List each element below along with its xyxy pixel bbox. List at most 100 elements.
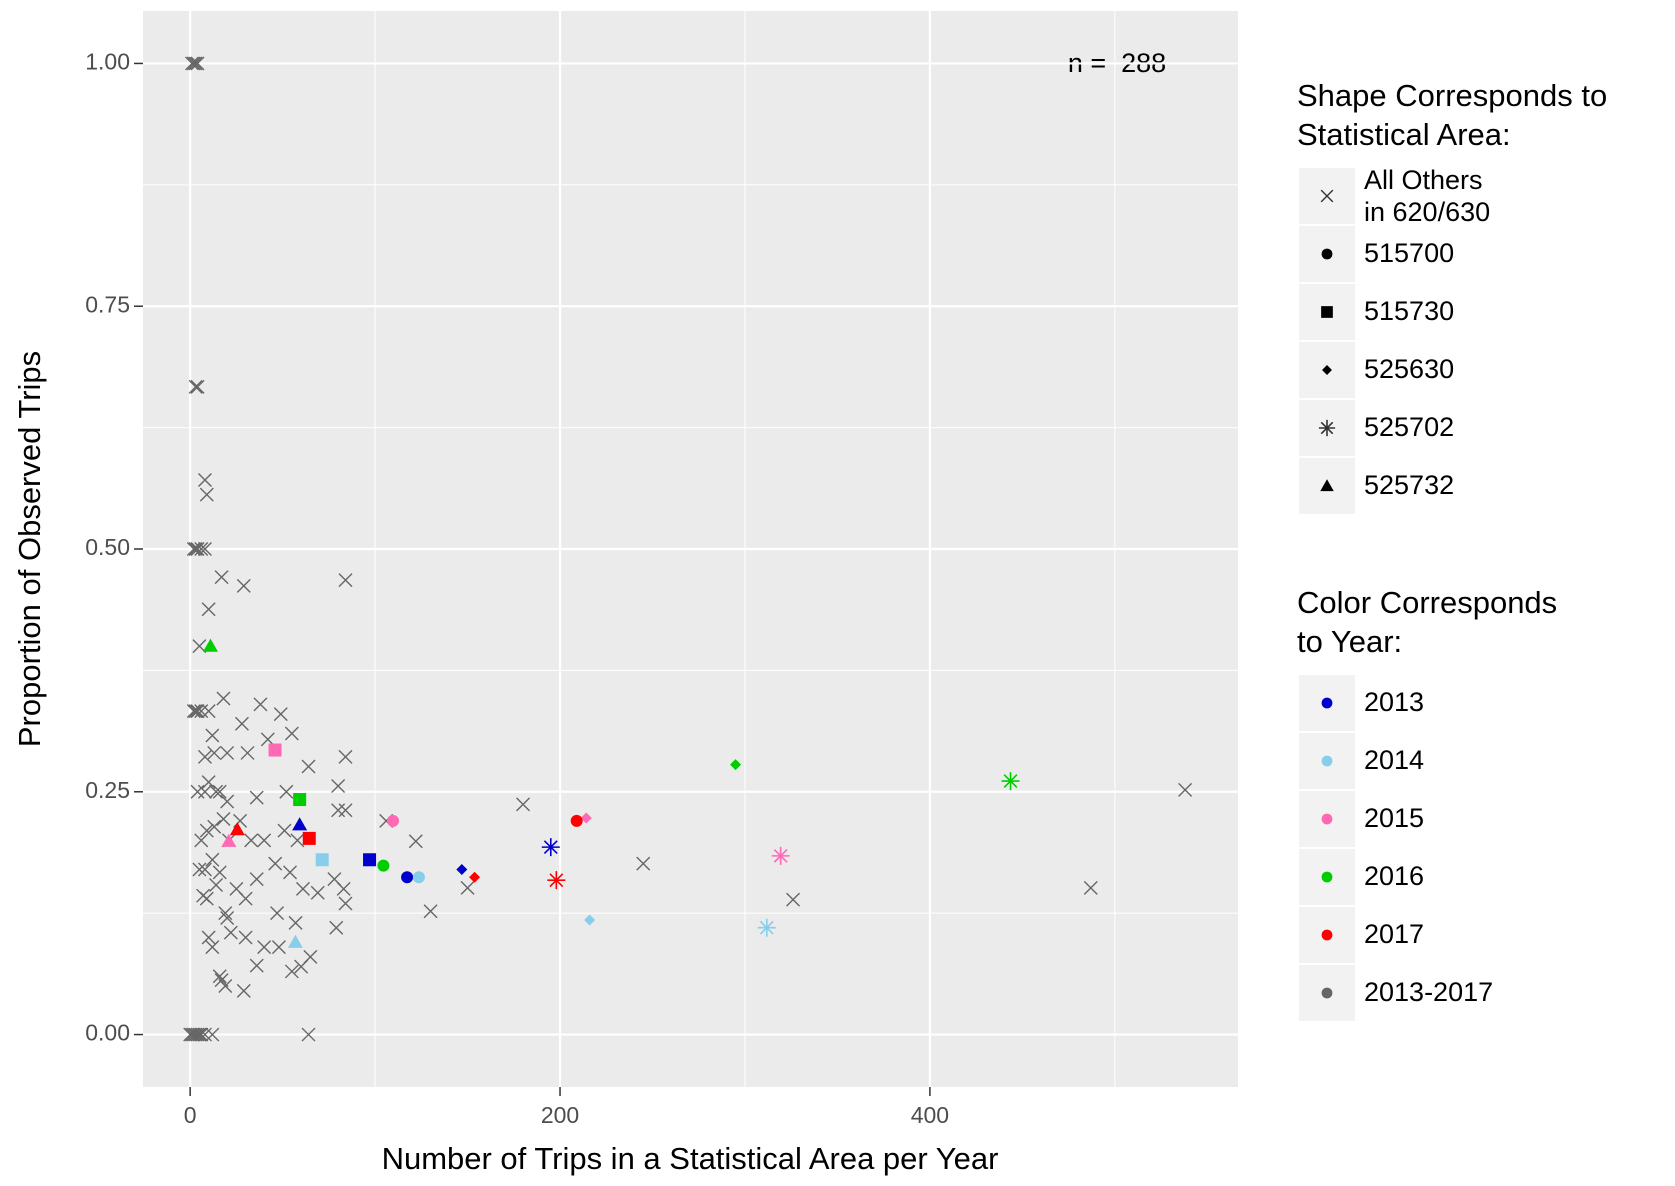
point	[201, 930, 216, 945]
point	[212, 784, 227, 799]
point	[229, 822, 245, 836]
point	[190, 542, 205, 556]
point	[257, 833, 272, 848]
point	[190, 704, 205, 719]
point	[257, 940, 272, 955]
point	[188, 56, 203, 71]
point	[197, 862, 212, 877]
point	[338, 749, 353, 764]
point	[1321, 697, 1333, 709]
point	[234, 716, 249, 731]
point	[220, 911, 235, 926]
point	[423, 904, 438, 919]
point	[249, 872, 264, 887]
point	[192, 1027, 207, 1042]
legend-title: Statistical Area:	[1297, 117, 1511, 152]
y-tick-label: 1.00	[85, 49, 130, 75]
point	[1321, 929, 1333, 941]
point	[377, 859, 390, 872]
point	[757, 918, 776, 937]
point	[287, 934, 303, 948]
point	[199, 487, 214, 502]
legend-label: All Others	[1364, 165, 1483, 195]
point	[249, 790, 264, 805]
point	[194, 704, 209, 719]
point	[271, 940, 286, 955]
legend-label: 515700	[1364, 238, 1454, 268]
point	[190, 784, 205, 799]
point	[331, 803, 346, 818]
point	[786, 892, 801, 907]
point	[293, 793, 307, 807]
point	[277, 823, 292, 838]
point	[268, 856, 283, 871]
point	[205, 940, 220, 955]
x-tick-label: 200	[541, 1102, 579, 1128]
point	[290, 833, 305, 848]
point	[284, 726, 299, 741]
point	[253, 697, 268, 712]
point	[268, 743, 282, 757]
point	[279, 784, 294, 799]
point	[190, 1027, 205, 1042]
point	[1321, 871, 1333, 883]
point	[1320, 189, 1334, 203]
point	[218, 906, 233, 921]
point	[541, 838, 560, 857]
point	[1321, 813, 1333, 825]
point	[338, 803, 353, 818]
point	[209, 784, 224, 799]
point	[284, 964, 299, 979]
point	[190, 379, 205, 394]
point	[214, 570, 229, 585]
point	[294, 959, 309, 974]
x-tick-label: 400	[911, 1102, 949, 1128]
point	[310, 885, 325, 900]
point	[401, 871, 414, 884]
legend-title: to Year:	[1297, 624, 1402, 659]
y-axis-title: Proportion of Observed Trips	[12, 351, 47, 747]
point	[205, 728, 220, 743]
point	[218, 979, 233, 993]
point	[270, 906, 285, 921]
point	[197, 749, 212, 764]
point	[201, 775, 216, 790]
point	[238, 930, 253, 945]
point	[185, 56, 200, 71]
point	[221, 833, 237, 847]
point	[301, 1027, 316, 1042]
point	[238, 891, 253, 906]
point	[408, 834, 423, 849]
point	[288, 915, 303, 930]
point	[223, 925, 238, 940]
point	[209, 878, 224, 893]
legend-title: Shape Corresponds to	[1297, 78, 1607, 113]
point	[220, 794, 235, 809]
point	[203, 638, 219, 652]
point	[216, 691, 231, 706]
point	[570, 814, 583, 827]
point	[584, 914, 596, 926]
point	[1001, 772, 1020, 791]
point	[190, 56, 205, 71]
y-tick-label: 0.00	[85, 1020, 130, 1046]
point	[240, 745, 255, 760]
point	[456, 863, 468, 875]
point	[249, 958, 264, 973]
point	[1178, 782, 1193, 797]
point	[197, 473, 212, 488]
point	[186, 56, 201, 71]
point	[636, 856, 651, 871]
point	[331, 778, 346, 793]
legend-label: 515730	[1364, 296, 1454, 326]
point	[194, 542, 209, 556]
point	[1321, 306, 1333, 318]
legend-label: 525732	[1364, 470, 1454, 500]
point	[199, 823, 214, 838]
point	[236, 983, 251, 998]
point	[315, 853, 329, 867]
point	[186, 704, 201, 719]
point	[186, 542, 201, 556]
point	[207, 819, 222, 834]
